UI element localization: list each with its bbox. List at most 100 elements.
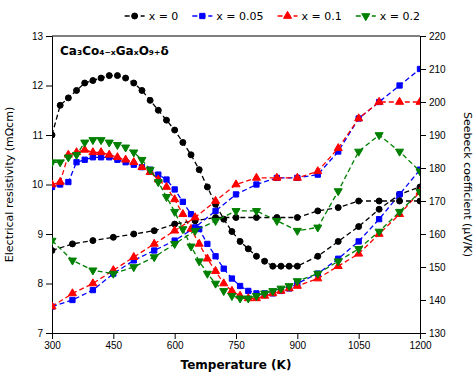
tick-label: 450 [105,340,122,351]
data-point [123,75,129,81]
data-point [68,258,76,265]
data-point [171,242,179,249]
data-point [278,263,284,269]
tick: 12 [32,80,52,91]
data-point [335,205,341,211]
data-point [375,133,383,140]
data-point [396,209,404,216]
data-point [396,210,404,217]
series-line [52,150,420,299]
tick: 1050 [348,333,371,351]
data-point [273,173,281,180]
data-point [397,192,402,197]
tick-mark [46,86,52,87]
marks [52,66,420,309]
data-point [162,182,170,189]
legend-symbol [284,11,292,18]
data-point [315,208,321,214]
data-point [273,218,281,225]
tick: 170 [420,196,446,207]
data-point [122,145,130,152]
data-point [105,140,113,147]
legend-label: x = 0 [149,10,179,23]
data-point [155,107,161,113]
data-point [375,229,383,236]
frame-line [52,36,420,37]
data-point [270,263,276,269]
data-point [213,254,218,259]
data-point [376,217,381,222]
tick-mark [46,234,52,235]
data-point [52,180,56,187]
tick-mark [420,333,426,334]
series-line [52,140,420,298]
tick: 450 [105,333,122,351]
data-point [203,254,211,261]
tick: 140 [420,295,446,306]
data-point [315,253,321,259]
data-point [285,284,293,291]
data-point [70,297,75,302]
tick: 8 [37,278,52,289]
legend-item: x = 0.05 [192,10,263,23]
data-point [97,138,105,145]
data-point [314,225,322,232]
data-point [375,229,383,236]
tick-label: 9 [37,229,43,240]
data-point [90,238,96,244]
tick: 900 [289,333,306,351]
data-point [220,289,228,296]
tick: 750 [228,333,245,351]
tick-label: 7 [37,328,43,339]
data-point [81,140,89,147]
data-point [252,209,260,216]
data-point [204,184,210,190]
data-point [277,286,285,293]
data-point [245,246,251,252]
data-point [262,258,268,264]
data-point [52,248,55,254]
data-point [97,148,105,155]
data-point [294,215,300,221]
data-point [212,196,220,203]
data-point [252,173,260,180]
y-axis-title: Electrical resistivity (mΩcm) [3,107,16,262]
data-point [228,294,236,301]
legend-item: x = 0.2 [356,10,420,23]
data-point [187,244,195,251]
data-point [90,78,96,84]
data-point [154,180,162,187]
tick-label: 180 [429,163,446,174]
data-point [376,198,382,204]
data-point [131,80,137,86]
data-point [52,132,55,138]
y2-axis: 130140150160170180190200210220 [420,31,446,339]
data-point [195,259,203,266]
tick-mark [46,333,52,334]
tick: 13 [32,31,52,42]
data-point [191,213,199,220]
data-point [356,239,361,244]
tick-label: 12 [32,80,44,91]
data-point [203,271,211,278]
data-point [122,155,130,162]
data-point [113,153,121,160]
legend-symbol [200,13,205,18]
tick-label: 300 [44,340,61,351]
data-point [69,241,75,247]
tick-mark [420,267,426,268]
data-point [139,87,145,93]
data-point [334,144,342,151]
data-point [171,209,179,216]
data-point [269,289,277,296]
data-point [253,253,259,259]
tick-mark [420,234,426,235]
data-point [66,179,71,184]
tick-mark [236,333,237,339]
data-point [261,291,269,298]
tick-label: 1050 [348,340,371,351]
chart: 3004506007509001050120078910111213130140… [0,0,474,377]
tick-label: 150 [429,262,446,273]
data-point [293,173,301,180]
data-point [98,155,103,160]
